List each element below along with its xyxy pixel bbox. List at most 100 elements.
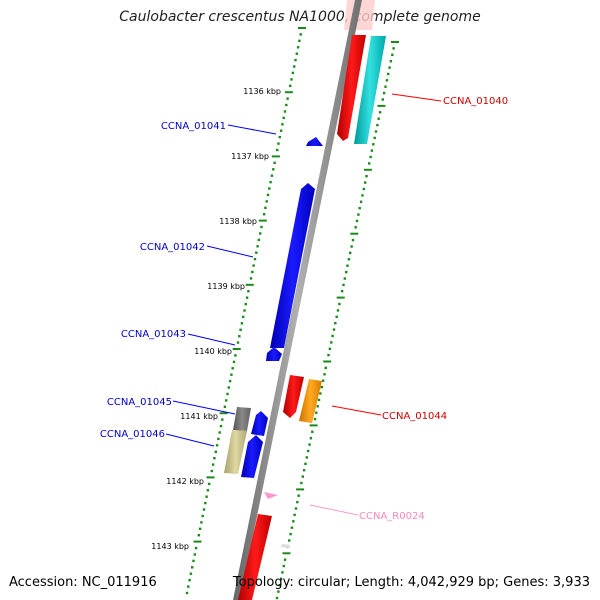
minor-tick-mark — [291, 71, 295, 75]
minor-tick-mark — [347, 258, 351, 261]
connector-ccna-01041 — [227, 124, 277, 135]
minor-tick-mark — [223, 405, 227, 408]
minor-tick-mark — [281, 123, 284, 126]
minor-tick-mark — [340, 290, 344, 293]
minor-tick-mark — [249, 277, 253, 280]
minor-tick-mark — [206, 489, 210, 492]
minor-tick-mark — [259, 232, 262, 235]
minor-tick-mark — [210, 469, 213, 473]
minor-tick-mark — [283, 110, 287, 113]
minor-tick-mark — [321, 379, 325, 382]
minor-tick-mark — [260, 225, 263, 229]
minor-tick-mark — [283, 558, 287, 561]
major-tick-mark — [323, 360, 332, 363]
minor-tick-mark — [257, 238, 261, 242]
label-ccna-01043: CCNA_01043 — [121, 329, 186, 340]
minor-tick-mark — [279, 129, 283, 132]
minor-tick-mark — [234, 354, 237, 357]
minor-tick-mark — [211, 463, 215, 466]
minor-tick-mark — [219, 424, 223, 428]
minor-tick-mark — [319, 392, 322, 395]
minor-tick-mark — [286, 97, 289, 100]
minor-tick-mark — [185, 591, 189, 595]
minor-tick-mark — [330, 341, 333, 344]
minor-tick-mark — [338, 302, 341, 306]
minor-tick-mark — [317, 398, 321, 402]
minor-tick-mark — [191, 566, 194, 569]
minor-tick-mark — [355, 219, 359, 223]
minor-tick-mark — [293, 65, 296, 68]
gene-ccna-01043 — [266, 347, 282, 361]
minor-tick-mark — [255, 251, 258, 254]
gene-ccna-01042 — [270, 183, 315, 348]
minor-tick-mark — [354, 226, 357, 229]
minor-tick-mark — [227, 386, 230, 389]
minor-tick-mark — [302, 469, 306, 472]
minor-tick-mark — [239, 328, 242, 331]
topology-summary: Topology: circular; Length: 4,042,929 bp… — [232, 575, 590, 590]
connector-ccna-01046 — [165, 433, 215, 447]
minor-tick-mark — [361, 194, 364, 197]
label-ccna-01042: CCNA_01042 — [140, 242, 205, 253]
minor-tick-mark — [217, 437, 220, 441]
minor-tick-mark — [378, 111, 382, 114]
tick-label: 1138 kbp — [219, 217, 257, 226]
gene-ccna-01044-orange — [299, 379, 322, 423]
minor-tick-mark — [226, 392, 229, 396]
major-tick-mark — [258, 219, 267, 222]
minor-tick-mark — [327, 353, 330, 357]
minor-tick-mark — [289, 84, 292, 87]
tick-track-inner — [185, 27, 306, 595]
tick-label: 1143 kbp — [151, 542, 189, 551]
minor-tick-mark — [345, 270, 348, 274]
gene-ccna-01046-blue — [241, 435, 263, 478]
minor-tick-mark — [194, 546, 198, 550]
gene-ccna-01045-blue — [251, 411, 268, 436]
minor-tick-mark — [336, 309, 340, 312]
minor-tick-mark — [305, 456, 308, 459]
minor-tick-mark — [198, 527, 202, 530]
minor-tick-mark — [323, 373, 326, 376]
minor-tick-mark — [358, 207, 361, 210]
minor-tick-mark — [290, 526, 294, 529]
minor-tick-mark — [335, 315, 338, 318]
minor-tick-mark — [294, 507, 298, 510]
tick-label: 1137 kbp — [231, 152, 269, 161]
minor-tick-mark — [364, 181, 367, 184]
major-tick-mark — [232, 348, 241, 350]
minor-tick-mark — [262, 213, 266, 216]
tick-label: 1136 kbp — [243, 87, 281, 96]
minor-tick-mark — [268, 187, 271, 190]
minor-tick-mark — [265, 200, 268, 203]
minor-tick-mark — [202, 508, 206, 511]
minor-tick-mark — [298, 39, 301, 42]
minor-tick-mark — [368, 162, 371, 165]
minor-tick-mark — [350, 245, 353, 248]
minor-tick-mark — [342, 283, 345, 287]
minor-tick-mark — [295, 52, 298, 55]
accession-text: Accession: NC_011916 — [9, 575, 157, 590]
minor-tick-mark — [316, 405, 319, 408]
genome-backbone — [233, 0, 362, 600]
gene-ccna-r0024 — [264, 492, 278, 499]
minor-tick-mark — [251, 270, 254, 274]
minor-tick-mark — [278, 584, 281, 587]
minor-tick-mark — [197, 534, 200, 537]
minor-tick-mark — [296, 500, 299, 504]
minor-tick-mark — [382, 91, 386, 95]
minor-tick-mark — [240, 322, 244, 325]
gene-ccna-01040-red — [337, 35, 366, 141]
tick-label: 1141 kbp — [180, 412, 218, 421]
minor-tick-mark — [376, 123, 379, 127]
minor-tick-mark — [208, 482, 211, 486]
minor-tick-mark — [311, 430, 314, 433]
minor-tick-mark — [381, 98, 384, 101]
minor-tick-mark — [290, 78, 293, 81]
minor-tick-mark — [301, 475, 304, 478]
tick-label: 1142 kbp — [166, 477, 204, 486]
minor-tick-mark — [293, 513, 296, 517]
minor-tick-mark — [236, 341, 240, 344]
major-tick-mark — [363, 168, 372, 171]
minor-tick-mark — [334, 322, 337, 325]
